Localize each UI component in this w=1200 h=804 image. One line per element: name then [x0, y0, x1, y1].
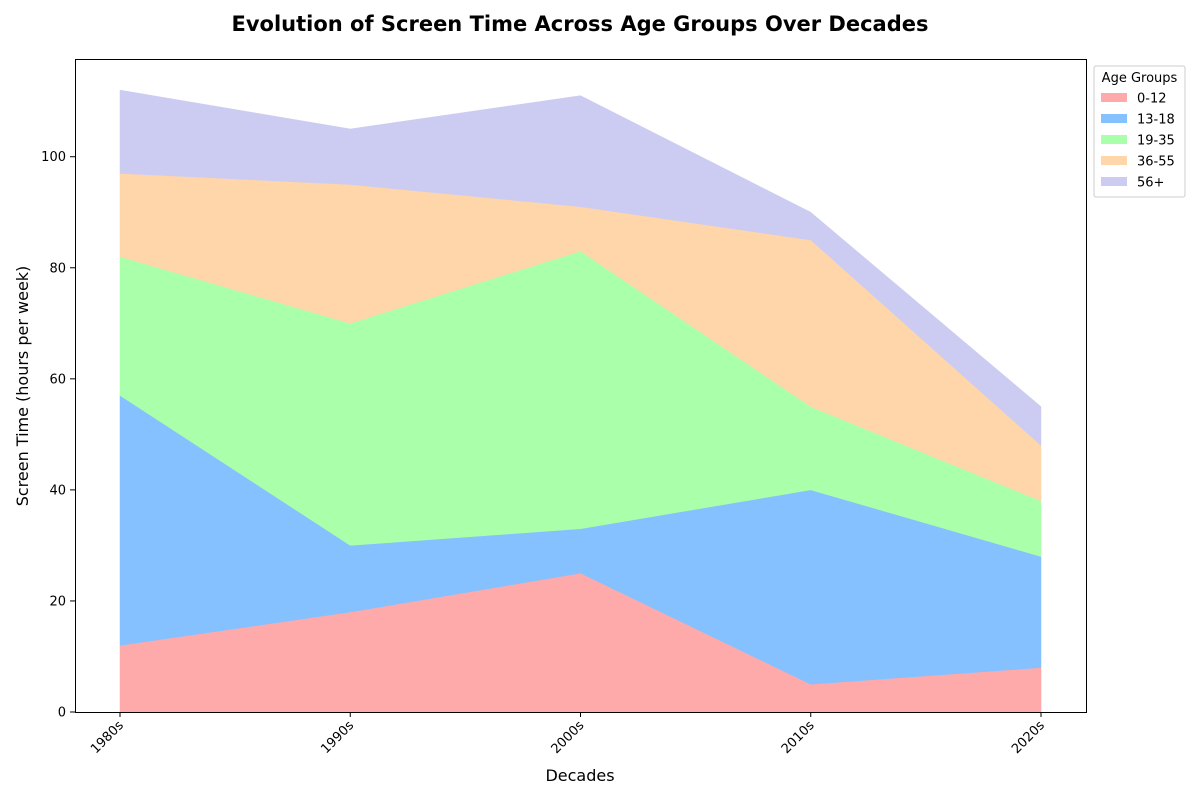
legend-label: 0-12 [1137, 92, 1167, 107]
y-tick-label: 40 [49, 483, 66, 498]
x-tick-label: 2000s [549, 718, 588, 757]
x-tick-label: 1990s [318, 718, 357, 757]
legend-swatch [1101, 177, 1127, 186]
x-axis: 1980s 1990s 2000s 2010s 2020s [88, 712, 1048, 757]
x-tick-label: 2020s [1009, 718, 1048, 757]
chart-title: Evolution of Screen Time Across Age Grou… [231, 12, 928, 36]
legend: Age Groups 0-12 13-18 19-35 36-55 56+ [1093, 65, 1186, 198]
legend-swatch [1101, 156, 1127, 165]
legend-label: 19-35 [1137, 134, 1175, 149]
y-tick-label: 80 [49, 261, 66, 276]
y-axis: 0 20 40 60 80 100 [41, 150, 75, 721]
legend-entries: 0-12 13-18 19-35 36-55 56+ [1101, 92, 1175, 191]
legend-swatch [1101, 114, 1127, 123]
y-tick-label: 20 [49, 594, 66, 609]
x-axis-label: Decades [545, 766, 614, 785]
legend-swatch [1101, 135, 1127, 144]
legend-label: 36-55 [1137, 155, 1175, 170]
legend-label: 56+ [1137, 176, 1164, 191]
legend-label: 13-18 [1137, 113, 1175, 128]
area-series-4 [119, 89, 1042, 447]
legend-title: Age Groups [1102, 71, 1178, 86]
y-tick-label: 100 [41, 150, 66, 165]
x-tick-label: 1980s [88, 718, 127, 757]
y-tick-label: 60 [49, 372, 66, 387]
x-tick-label: 2010s [779, 718, 818, 757]
legend-swatch [1101, 93, 1127, 102]
y-tick-label: 0 [58, 706, 66, 721]
areas-layer [119, 89, 1042, 713]
y-axis-label: Screen Time (hours per week) [13, 266, 32, 507]
